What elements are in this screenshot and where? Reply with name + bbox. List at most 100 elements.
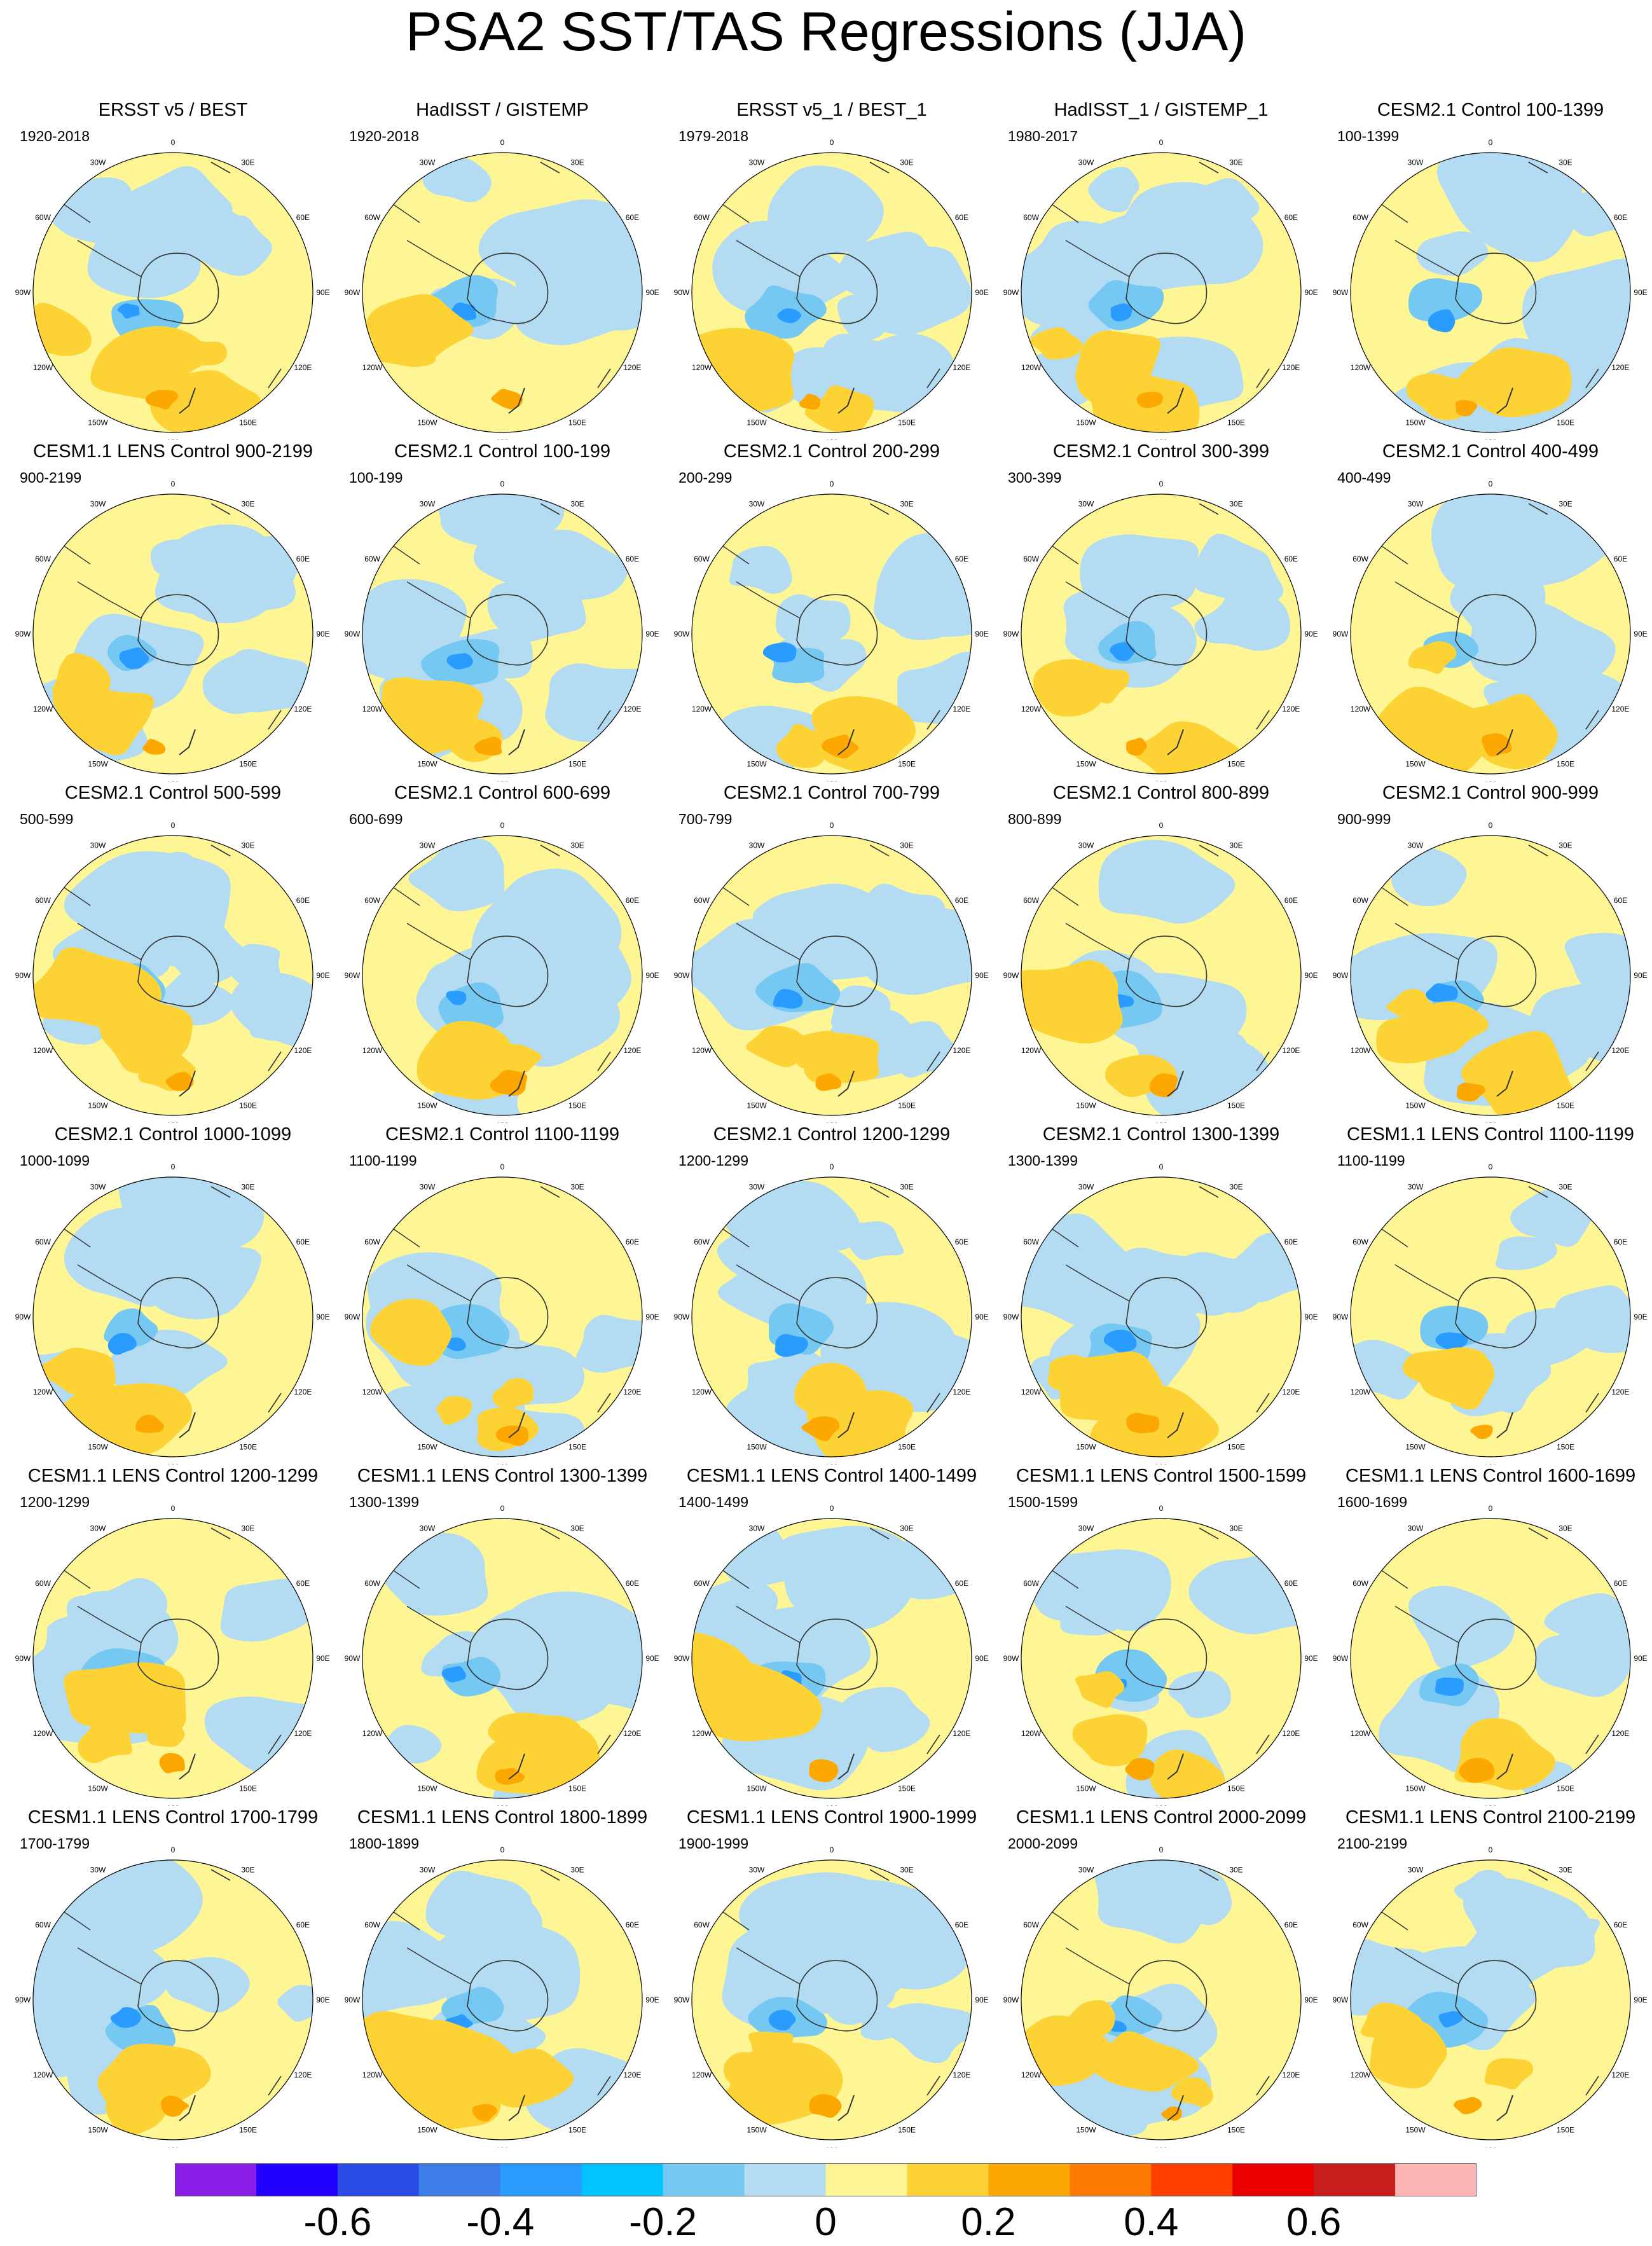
longitude-label: 150E xyxy=(898,759,916,768)
longitude-label: 120E xyxy=(1611,1729,1629,1738)
map-container: 030E60E90E120E150E180150W120W90W60W30W xyxy=(1326,1831,1652,2154)
positive-anomaly-region xyxy=(1149,1073,1178,1098)
panel-title: CESM2.1 Control 700-799 xyxy=(723,783,940,803)
longitude-label: 150W xyxy=(747,2125,767,2134)
polar-map: 030E60E90E120E150E180150W120W90W60W30W xyxy=(15,138,330,447)
positive-anomaly-region xyxy=(1021,960,1123,1044)
antarctica-coastline xyxy=(1125,252,1208,324)
panel-period: 600-699 xyxy=(349,811,403,827)
map-container: 030E60E90E120E150E180150W120W90W60W30W xyxy=(996,807,1326,1130)
colorbar-tick-labels: -0.6 -0.4 -0.2 0 0.2 0.4 0.6 xyxy=(0,2200,1652,2246)
longitude-label: 150E xyxy=(898,1442,916,1451)
longitude-label: 90E xyxy=(1304,1995,1318,2004)
longitude-label: 120W xyxy=(1351,705,1371,713)
longitude-label: 90E xyxy=(316,1654,329,1663)
negative-anomaly-region xyxy=(1088,167,1139,212)
positive-anomaly-region xyxy=(135,1414,164,1433)
longitude-label: 150W xyxy=(1076,1101,1096,1110)
panel-title: CESM2.1 Control 100-1399 xyxy=(1377,100,1604,120)
positive-anomaly-region xyxy=(1459,1758,1495,1783)
negative-anomaly-region xyxy=(1103,1330,1137,1353)
longitude-label: 90W xyxy=(674,288,690,297)
panel-title: CESM1.1 LENS Control 1400-1499 xyxy=(686,1466,977,1486)
longitude-label: 30W xyxy=(749,1866,765,1875)
polar-map: 030E60E90E120E150E180150W120W90W60W30W xyxy=(345,821,659,1130)
positive-anomaly-region xyxy=(799,394,820,410)
panel-title: CESM1.1 LENS Control 1200-1299 xyxy=(27,1466,319,1486)
map-border xyxy=(1021,1518,1302,1799)
map-panel: 030E60E90E120E150E180150W120W90W60W30WCE… xyxy=(667,1464,996,1813)
longitude-label: 150W xyxy=(417,1101,437,1110)
colorbar-segment xyxy=(1232,2163,1314,2196)
panel-period: 700-799 xyxy=(678,811,733,827)
coastline xyxy=(837,387,855,414)
longitude-label: 150E xyxy=(1557,759,1574,768)
coastline xyxy=(508,1070,525,1097)
longitude-label: 30E xyxy=(241,158,254,167)
antarctica-coastline xyxy=(796,935,878,1007)
longitude-label: 120E xyxy=(294,1046,312,1055)
longitude-label: 120E xyxy=(623,1046,641,1055)
longitude-label: 120W xyxy=(692,1046,712,1055)
coastline xyxy=(837,1412,855,1438)
negative-anomaly-region xyxy=(33,1916,172,2011)
negative-anomaly-region xyxy=(545,663,642,742)
antarctica-coastline xyxy=(467,935,549,1007)
coastline xyxy=(837,2095,855,2121)
longitude-label: 60W xyxy=(1353,555,1368,563)
longitude-label: 60E xyxy=(296,896,310,905)
negative-anomaly-region xyxy=(1031,1549,1171,1631)
negative-anomaly-region xyxy=(768,2009,796,2030)
panel-title: ERSST v5 / BEST xyxy=(98,100,248,120)
map-panel: 030E60E90E120E150E180150W120W90W60W30WCE… xyxy=(1326,440,1652,789)
negative-anomaly-region xyxy=(1435,1332,1468,1350)
longitude-label: 120E xyxy=(1282,1046,1300,1055)
coastline xyxy=(1199,1186,1219,1198)
longitude-label: 150E xyxy=(1557,2125,1574,2134)
positive-anomaly-region xyxy=(1075,1671,1125,1708)
positive-anomaly-region xyxy=(1456,1082,1485,1102)
panel-title: HadISST / GISTEMP xyxy=(416,100,589,120)
positive-anomaly-region xyxy=(1484,2058,1534,2090)
longitude-label: 120E xyxy=(623,705,641,713)
longitude-label: 30E xyxy=(900,841,913,850)
coastline xyxy=(1199,503,1219,515)
coastline xyxy=(1167,729,1184,755)
negative-anomaly-region xyxy=(446,653,473,670)
positive-anomaly-region xyxy=(33,303,92,356)
coastline xyxy=(1496,1753,1513,1780)
coastline xyxy=(837,1753,855,1780)
panel-title: CESM1.1 LENS Control 1100-1199 xyxy=(1347,1124,1634,1145)
longitude-label: 60E xyxy=(1284,213,1298,222)
antarctica-coastline xyxy=(137,935,219,1007)
coastline xyxy=(1256,710,1270,730)
longitude-label: 150E xyxy=(1227,2125,1245,2134)
map-container: 030E60E90E120E150E180150W120W90W60W30W xyxy=(8,1148,338,1471)
panel-title: CESM1.1 LENS Control 1600-1699 xyxy=(1345,1466,1636,1486)
longitude-label: 90W xyxy=(1003,630,1019,638)
polar-map: 030E60E90E120E150E180150W120W90W60W30W xyxy=(15,1162,330,1471)
longitude-label: 150E xyxy=(568,2125,586,2134)
coastline xyxy=(597,368,611,389)
positive-anomaly-region xyxy=(37,1347,116,1395)
longitude-label: 150W xyxy=(1405,1101,1426,1110)
longitude-label: 120E xyxy=(1282,1388,1300,1396)
positive-anomaly-region xyxy=(815,1073,842,1091)
coastline xyxy=(210,1527,231,1540)
coastline xyxy=(508,2095,525,2121)
negative-anomaly-region xyxy=(1168,1671,1231,1718)
longitude-label: 120W xyxy=(1021,1046,1042,1055)
longitude-label: 150W xyxy=(1405,418,1426,427)
longitude-label: 120W xyxy=(362,1046,383,1055)
longitude-label: 30W xyxy=(749,158,765,167)
panel-period: 2000-2099 xyxy=(1008,1835,1078,1852)
map-border xyxy=(1021,835,1302,1116)
map-panel: 030E60E90E120E150E180150W120W90W60W30WCE… xyxy=(8,1806,338,2154)
longitude-label: 30W xyxy=(420,1524,436,1533)
positive-anomaly-region xyxy=(803,1051,846,1083)
positive-anomaly-region xyxy=(381,677,450,721)
longitude-label: 60E xyxy=(1614,1237,1627,1246)
longitude-label: 60W xyxy=(364,896,380,905)
map-panel: 030E60E90E120E150E180150W120W90W60W30WCE… xyxy=(338,1806,667,2154)
longitude-label: 90W xyxy=(345,630,361,638)
